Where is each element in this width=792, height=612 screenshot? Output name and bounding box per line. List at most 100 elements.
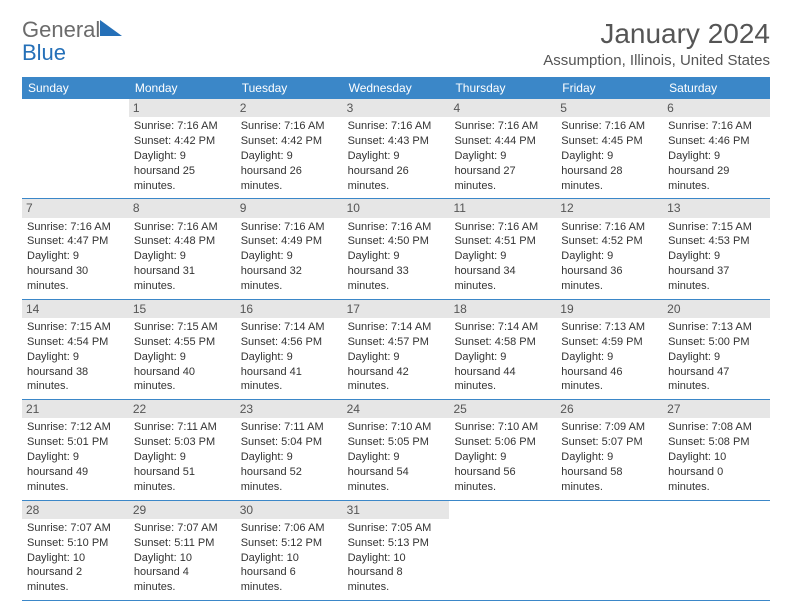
day-header-cell: Wednesday xyxy=(343,77,450,99)
sunrise-text: Sunrise: 7:16 AM xyxy=(134,119,231,134)
day-cell: 11Sunrise: 7:16 AMSunset: 4:51 PMDayligh… xyxy=(449,199,556,298)
sunset-text: Sunset: 4:47 PM xyxy=(27,234,124,249)
day-number: 23 xyxy=(236,400,343,418)
brand-line2: Blue xyxy=(22,40,66,65)
brand-line1: General xyxy=(22,17,100,42)
day-cell xyxy=(449,501,556,600)
sunrise-text: Sunrise: 7:08 AM xyxy=(668,420,765,435)
sunrise-text: Sunrise: 7:14 AM xyxy=(241,320,338,335)
week-row: 14Sunrise: 7:15 AMSunset: 4:54 PMDayligh… xyxy=(22,300,770,400)
sunrise-text: Sunrise: 7:09 AM xyxy=(561,420,658,435)
day-number: 15 xyxy=(129,300,236,318)
sunset-text: Sunset: 4:42 PM xyxy=(241,134,338,149)
day-number: 10 xyxy=(343,199,450,217)
sunrise-text: Sunrise: 7:06 AM xyxy=(241,521,338,536)
sunrise-text: Sunrise: 7:15 AM xyxy=(27,320,124,335)
sunset-text: Sunset: 4:59 PM xyxy=(561,335,658,350)
week-row: 1Sunrise: 7:16 AMSunset: 4:42 PMDaylight… xyxy=(22,99,770,199)
day-cell: 31Sunrise: 7:05 AMSunset: 5:13 PMDayligh… xyxy=(343,501,450,600)
sunrise-text: Sunrise: 7:10 AM xyxy=(348,420,445,435)
brand-logo: General Blue xyxy=(22,18,122,64)
sunset-text: Sunset: 4:56 PM xyxy=(241,335,338,350)
day-cell: 7Sunrise: 7:16 AMSunset: 4:47 PMDaylight… xyxy=(22,199,129,298)
header: General Blue January 2024 Assumption, Il… xyxy=(22,18,770,69)
day-cell: 9Sunrise: 7:16 AMSunset: 4:49 PMDaylight… xyxy=(236,199,343,298)
day-cell: 20Sunrise: 7:13 AMSunset: 5:00 PMDayligh… xyxy=(663,300,770,399)
sunrise-text: Sunrise: 7:16 AM xyxy=(348,119,445,134)
sunrise-text: Sunrise: 7:16 AM xyxy=(561,220,658,235)
day-cell: 3Sunrise: 7:16 AMSunset: 4:43 PMDaylight… xyxy=(343,99,450,198)
day-number: 1 xyxy=(129,99,236,117)
day-number: 6 xyxy=(663,99,770,117)
brand-text: General Blue xyxy=(22,18,100,64)
day-cell: 27Sunrise: 7:08 AMSunset: 5:08 PMDayligh… xyxy=(663,400,770,499)
sunset-text: Sunset: 5:11 PM xyxy=(134,536,231,551)
sunrise-text: Sunrise: 7:16 AM xyxy=(348,220,445,235)
day-number: 4 xyxy=(449,99,556,117)
sunset-text: Sunset: 5:13 PM xyxy=(348,536,445,551)
sunset-text: Sunset: 4:42 PM xyxy=(134,134,231,149)
day-header-cell: Monday xyxy=(129,77,236,99)
sunrise-text: Sunrise: 7:14 AM xyxy=(454,320,551,335)
day-cell: 2Sunrise: 7:16 AMSunset: 4:42 PMDaylight… xyxy=(236,99,343,198)
day-cell: 22Sunrise: 7:11 AMSunset: 5:03 PMDayligh… xyxy=(129,400,236,499)
day-cell: 18Sunrise: 7:14 AMSunset: 4:58 PMDayligh… xyxy=(449,300,556,399)
sunset-text: Sunset: 5:10 PM xyxy=(27,536,124,551)
sunset-text: Sunset: 4:48 PM xyxy=(134,234,231,249)
day-number: 11 xyxy=(449,199,556,217)
sunrise-text: Sunrise: 7:16 AM xyxy=(241,220,338,235)
sunset-text: Sunset: 4:50 PM xyxy=(348,234,445,249)
sunrise-text: Sunrise: 7:14 AM xyxy=(348,320,445,335)
day-number: 21 xyxy=(22,400,129,418)
sunset-text: Sunset: 4:44 PM xyxy=(454,134,551,149)
day-number: 31 xyxy=(343,501,450,519)
day-number: 28 xyxy=(22,501,129,519)
day-cell: 6Sunrise: 7:16 AMSunset: 4:46 PMDaylight… xyxy=(663,99,770,198)
day-cell: 26Sunrise: 7:09 AMSunset: 5:07 PMDayligh… xyxy=(556,400,663,499)
sunset-text: Sunset: 4:51 PM xyxy=(454,234,551,249)
sunrise-text: Sunrise: 7:12 AM xyxy=(27,420,124,435)
sunset-text: Sunset: 4:57 PM xyxy=(348,335,445,350)
day-cell: 14Sunrise: 7:15 AMSunset: 4:54 PMDayligh… xyxy=(22,300,129,399)
day-number: 20 xyxy=(663,300,770,318)
day-header-cell: Thursday xyxy=(449,77,556,99)
sunset-text: Sunset: 4:55 PM xyxy=(134,335,231,350)
day-number: 7 xyxy=(22,199,129,217)
day-cell: 15Sunrise: 7:15 AMSunset: 4:55 PMDayligh… xyxy=(129,300,236,399)
sunrise-text: Sunrise: 7:16 AM xyxy=(27,220,124,235)
month-title: January 2024 xyxy=(543,18,770,50)
day-header-cell: Tuesday xyxy=(236,77,343,99)
day-number: 13 xyxy=(663,199,770,217)
sunset-text: Sunset: 5:08 PM xyxy=(668,435,765,450)
location-subtitle: Assumption, Illinois, United States xyxy=(543,52,770,69)
day-number: 12 xyxy=(556,199,663,217)
day-cell: 4Sunrise: 7:16 AMSunset: 4:44 PMDaylight… xyxy=(449,99,556,198)
day-header-cell: Sunday xyxy=(22,77,129,99)
day-number: 25 xyxy=(449,400,556,418)
sunrise-text: Sunrise: 7:16 AM xyxy=(668,119,765,134)
sunrise-text: Sunrise: 7:16 AM xyxy=(454,119,551,134)
weeks-container: 1Sunrise: 7:16 AMSunset: 4:42 PMDaylight… xyxy=(22,99,770,601)
sunrise-text: Sunrise: 7:10 AM xyxy=(454,420,551,435)
day-cell: 10Sunrise: 7:16 AMSunset: 4:50 PMDayligh… xyxy=(343,199,450,298)
day-header-cell: Friday xyxy=(556,77,663,99)
day-cell: 29Sunrise: 7:07 AMSunset: 5:11 PMDayligh… xyxy=(129,501,236,600)
sunset-text: Sunset: 5:05 PM xyxy=(348,435,445,450)
sunrise-text: Sunrise: 7:15 AM xyxy=(668,220,765,235)
day-cell: 13Sunrise: 7:15 AMSunset: 4:53 PMDayligh… xyxy=(663,199,770,298)
sunset-text: Sunset: 5:07 PM xyxy=(561,435,658,450)
sunset-text: Sunset: 4:43 PM xyxy=(348,134,445,149)
day-cell: 21Sunrise: 7:12 AMSunset: 5:01 PMDayligh… xyxy=(22,400,129,499)
sunset-text: Sunset: 5:00 PM xyxy=(668,335,765,350)
day-header-cell: Saturday xyxy=(663,77,770,99)
sunset-text: Sunset: 4:45 PM xyxy=(561,134,658,149)
day-number: 26 xyxy=(556,400,663,418)
day-number: 5 xyxy=(556,99,663,117)
sunrise-text: Sunrise: 7:13 AM xyxy=(561,320,658,335)
week-row: 21Sunrise: 7:12 AMSunset: 5:01 PMDayligh… xyxy=(22,400,770,500)
day-cell xyxy=(663,501,770,600)
day-cell: 12Sunrise: 7:16 AMSunset: 4:52 PMDayligh… xyxy=(556,199,663,298)
sunset-text: Sunset: 5:01 PM xyxy=(27,435,124,450)
sunset-text: Sunset: 4:52 PM xyxy=(561,234,658,249)
sunset-text: Sunset: 4:53 PM xyxy=(668,234,765,249)
